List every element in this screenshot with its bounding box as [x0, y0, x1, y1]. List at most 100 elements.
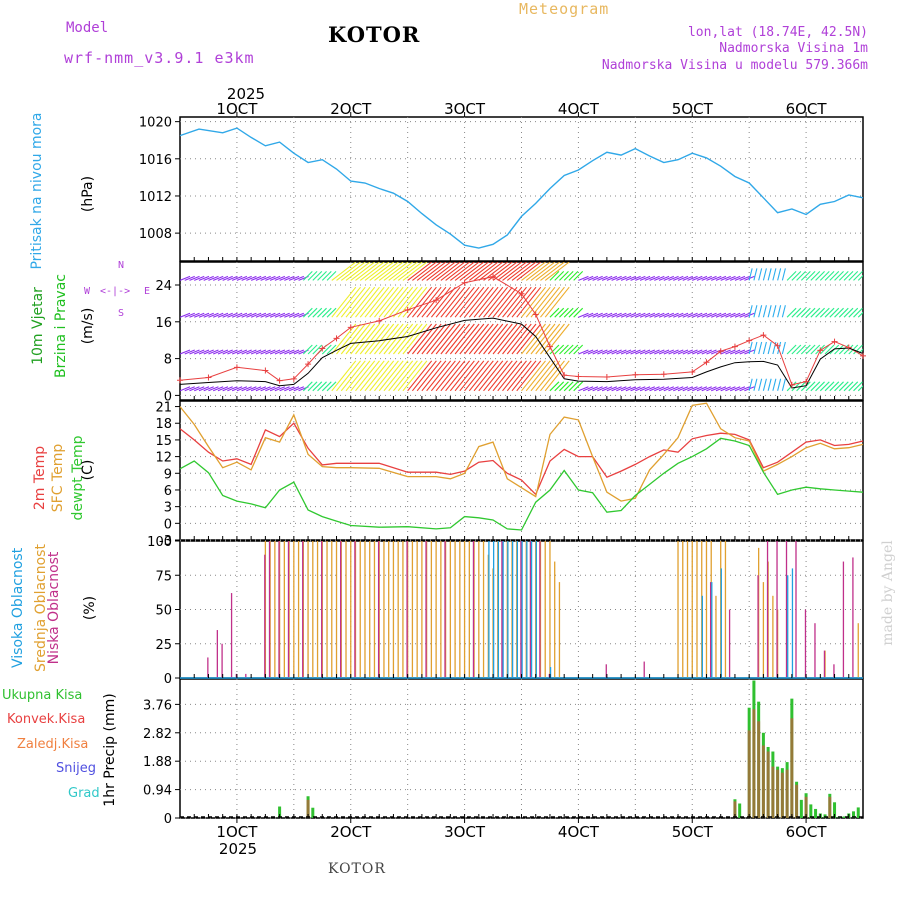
wind-barb: [374, 323, 399, 355]
wind-barb: [331, 360, 357, 392]
wind-barb: [616, 275, 627, 281]
wind-barb: [829, 307, 840, 318]
wind-barb: [449, 286, 475, 318]
wind-barb: [644, 275, 656, 281]
wind-barb: [720, 275, 731, 281]
wind-barb: [284, 386, 295, 392]
wind-barb: [848, 381, 859, 392]
wind-barb: [777, 268, 782, 281]
wind-barb: [483, 323, 508, 355]
wind-barb: [393, 286, 418, 318]
x-tick-label-top: 4OCT: [558, 100, 600, 118]
wind-barb: [692, 275, 703, 281]
wind-barb: [739, 349, 750, 355]
wind-barb: [810, 381, 821, 392]
wind-barb: [194, 275, 205, 281]
wind-barb: [222, 275, 233, 281]
wind-barb: [796, 271, 806, 281]
wind-barb: [340, 323, 366, 355]
wind-barb: [762, 305, 767, 318]
wind-barb: [663, 312, 674, 318]
temp-line-1: [179, 402, 864, 502]
wind-barb: [440, 286, 466, 318]
wind-barb: [582, 386, 594, 392]
wind-barb: [748, 341, 753, 355]
wind-barb: [269, 386, 281, 392]
wind-barb: [819, 344, 830, 355]
wind-barb: [459, 286, 485, 318]
wind-barb: [800, 307, 811, 318]
wind-barb: [487, 360, 513, 392]
wind-barb: [824, 271, 835, 281]
wind-barb: [416, 360, 442, 392]
wind-barb: [265, 386, 276, 392]
wind-barb: [260, 275, 271, 281]
wind-barb: [739, 386, 750, 392]
y-tick-label: 16: [155, 316, 172, 331]
wind-barb: [445, 360, 471, 392]
wind-barb: [279, 349, 290, 355]
wind-barb: [521, 262, 546, 281]
wind-gust-marker: [461, 279, 468, 286]
wind-barb: [208, 349, 219, 355]
wind-barb: [180, 386, 191, 392]
wind-barb: [516, 286, 542, 318]
wind-barb: [222, 349, 233, 355]
wind-barb: [838, 381, 849, 392]
wind-barb: [521, 286, 546, 318]
wind-barb: [454, 286, 480, 318]
wind-barb: [246, 349, 257, 355]
wind-gust-marker: [831, 338, 838, 345]
wind-barb: [616, 349, 627, 355]
wind-barb: [606, 349, 618, 355]
wind-barb: [630, 386, 641, 392]
wind-barb: [246, 386, 257, 392]
wind-barb: [393, 323, 418, 355]
wind-barb: [212, 275, 224, 281]
wind-barb: [516, 323, 542, 355]
wind-barb: [326, 344, 337, 355]
wind-barb: [748, 378, 753, 391]
wind-barb: [454, 323, 480, 355]
precip-bar-convective: [733, 801, 737, 818]
wind-barb: [487, 323, 513, 355]
wind-barb: [284, 275, 295, 281]
wind-barb: [483, 286, 508, 318]
wind-barb: [554, 381, 565, 392]
wind-barb: [312, 344, 323, 355]
wind-barb: [753, 378, 758, 391]
x-tick-label-top: 5OCT: [672, 100, 714, 118]
wind-barb: [312, 307, 323, 318]
wind-barb: [473, 286, 499, 318]
wind-gust-marker: [803, 378, 810, 385]
wind-barb: [791, 344, 802, 355]
wind-barb: [326, 307, 337, 318]
wind-barb: [696, 349, 708, 355]
wind-barb: [805, 344, 816, 355]
wind-barb: [227, 312, 238, 318]
wind-barb: [834, 344, 844, 355]
wind-barb: [464, 286, 490, 318]
footer-location: KOTOR: [328, 861, 386, 877]
wind-barb: [212, 349, 224, 355]
precip-bar-convective: [771, 766, 775, 818]
wind-barb: [620, 386, 632, 392]
wind-barb: [535, 262, 561, 281]
wind-barb: [236, 386, 248, 392]
wind-barb: [345, 286, 371, 318]
wind-barb: [312, 271, 323, 281]
wind-barb: [440, 323, 466, 355]
wind-barb: [563, 344, 574, 355]
wind-barb: [331, 262, 357, 281]
wind-barb: [715, 275, 727, 281]
wind-barb: [597, 312, 608, 318]
wind-barb: [350, 323, 376, 355]
wind-barb: [687, 312, 698, 318]
wind-barb: [544, 323, 570, 355]
wind-barb: [530, 360, 556, 392]
wind-barb: [658, 275, 670, 281]
wind-barb: [355, 323, 380, 355]
wind-gust-marker: [575, 373, 582, 380]
wind-barb: [317, 307, 327, 318]
